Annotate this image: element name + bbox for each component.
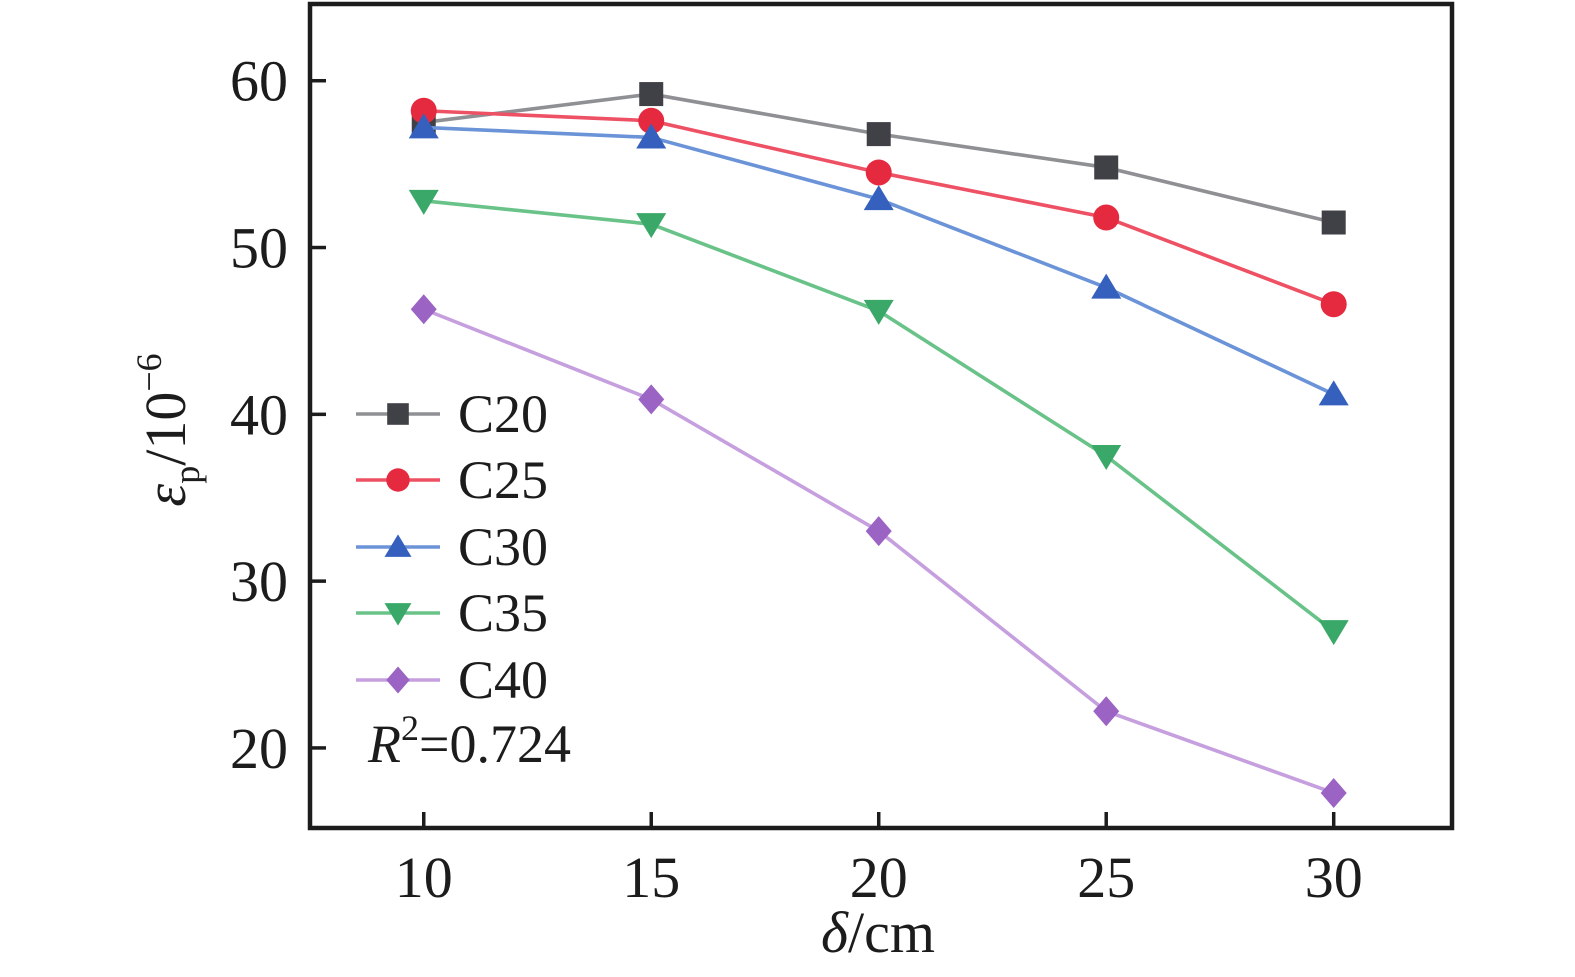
marker-C30 <box>863 185 894 211</box>
legend-item-C30: C30 <box>356 517 548 577</box>
marker-C30 <box>1091 273 1122 299</box>
x-tick-label: 10 <box>395 845 453 910</box>
x-tick-label: 15 <box>622 845 680 910</box>
marker-C40 <box>638 384 665 415</box>
x-tick-label: 25 <box>1077 845 1135 910</box>
marker-C25 <box>1320 291 1347 318</box>
legend-marker-C20 <box>387 403 409 425</box>
marker-C20 <box>1094 155 1119 180</box>
x-tick-label: 20 <box>850 845 908 910</box>
series-group <box>408 82 1349 808</box>
marker-C35 <box>636 213 667 239</box>
marker-C30 <box>1318 380 1349 406</box>
x-tick-label: 30 <box>1305 845 1363 910</box>
legend-label-C35: C35 <box>458 583 548 643</box>
y-tick-label: 20 <box>230 716 288 781</box>
marker-C40 <box>1093 696 1120 727</box>
legend-item-C25: C25 <box>356 450 548 510</box>
marker-C30 <box>408 113 439 139</box>
legend-marker-C40 <box>386 666 410 694</box>
legend-marker-C25 <box>386 468 410 492</box>
legend-item-C20: C20 <box>356 384 548 444</box>
legend-label-C40: C40 <box>458 650 548 710</box>
legend-marker-C35 <box>384 603 412 626</box>
marker-C20 <box>1321 210 1346 235</box>
legend-label-C30: C30 <box>458 517 548 577</box>
marker-C25 <box>638 107 665 134</box>
x-axis-ticks: 10 15 20 25 30 <box>395 812 1363 910</box>
legend-item-C35: C35 <box>356 583 548 643</box>
marker-C25 <box>865 159 892 186</box>
y-axis-label: εp/10−6 <box>129 353 207 506</box>
x-axis-label: δ/cm <box>821 900 935 965</box>
marker-C20 <box>866 122 891 147</box>
legend-label-C25: C25 <box>458 450 548 510</box>
y-tick-label: 30 <box>230 549 288 614</box>
marker-C20 <box>639 82 664 107</box>
r-squared-annotation: R2=0.724 <box>367 708 571 774</box>
legend-item-C40: C40 <box>356 650 548 710</box>
marker-C35 <box>1318 620 1349 646</box>
y-tick-label: 40 <box>230 382 288 447</box>
marker-C25 <box>1093 204 1120 231</box>
marker-C40 <box>865 516 892 547</box>
marker-C40 <box>410 294 437 325</box>
legend-marker-C30 <box>384 534 412 557</box>
marker-C35 <box>408 189 439 215</box>
series-line-C35 <box>421 199 1336 633</box>
y-axis-ticks: 20 30 40 50 60 <box>230 49 326 781</box>
marker-C25 <box>410 97 437 124</box>
y-tick-label: 50 <box>230 216 288 281</box>
y-tick-label: 60 <box>230 49 288 114</box>
marker-C30 <box>636 123 667 149</box>
marker-C35 <box>1091 445 1122 471</box>
marker-C40 <box>1320 777 1347 808</box>
legend-label-C20: C20 <box>458 384 548 444</box>
marker-C35 <box>863 299 894 325</box>
